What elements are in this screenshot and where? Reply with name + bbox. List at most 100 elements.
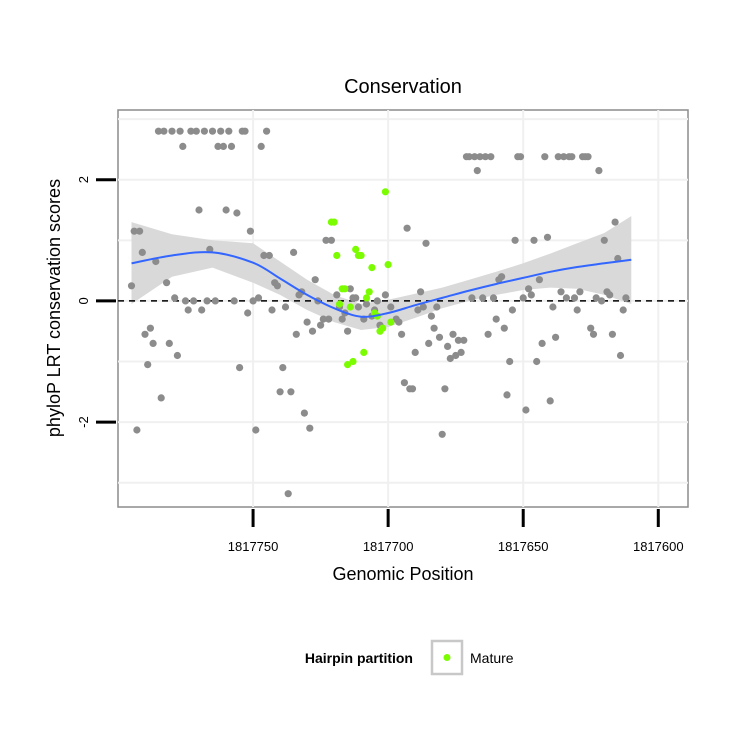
data-point-other	[171, 294, 179, 302]
data-point-mature	[384, 261, 392, 269]
data-point-other	[484, 330, 492, 338]
smooth-fit-line	[131, 251, 632, 318]
data-point-other	[144, 361, 152, 369]
y-tick-label: -2	[76, 416, 91, 428]
data-point-other	[373, 297, 381, 305]
data-point-other	[192, 127, 200, 135]
data-point-other	[352, 294, 360, 302]
x-tick-label: 1817600	[633, 539, 684, 554]
data-point-other	[473, 167, 481, 175]
data-point-other	[138, 248, 146, 256]
y-axis-label: phyloP LRT conservation scores	[44, 179, 64, 437]
data-point-other	[441, 385, 449, 393]
data-point-other	[346, 285, 354, 293]
data-point-other	[319, 315, 327, 323]
data-point-other	[160, 127, 168, 135]
data-point-other	[519, 294, 527, 302]
data-point-other	[471, 153, 479, 161]
data-point-other	[476, 153, 484, 161]
data-point-other	[562, 294, 571, 302]
data-point-mature	[330, 218, 338, 226]
data-point-other	[616, 351, 625, 360]
data-point-other	[500, 324, 508, 332]
data-point-other	[236, 364, 244, 372]
points-mature	[327, 188, 395, 369]
legend-entry-mature: Mature	[470, 650, 514, 666]
data-point-other	[589, 330, 598, 338]
data-point-other	[492, 315, 500, 323]
data-point-other	[573, 306, 581, 314]
data-point-mature	[360, 348, 368, 356]
data-point-other	[419, 303, 427, 311]
data-point-other	[403, 224, 411, 232]
data-point-other	[503, 391, 511, 399]
data-point-other	[511, 236, 519, 244]
data-point-other	[414, 306, 422, 314]
data-point-mature	[341, 285, 349, 293]
data-point-other	[227, 142, 236, 150]
data-point-other	[606, 291, 614, 299]
data-point-other	[225, 127, 233, 135]
data-point-other	[549, 303, 557, 311]
data-point-other	[425, 339, 433, 347]
y-tick-label: 0	[76, 297, 91, 304]
data-point-other	[527, 291, 535, 299]
smooth-confidence-band	[131, 216, 632, 330]
data-point-other	[452, 351, 460, 360]
legend: Hairpin partition Mature	[305, 639, 514, 676]
data-point-other	[217, 127, 225, 135]
data-point-other	[557, 288, 565, 296]
data-point-other	[249, 297, 257, 305]
data-point-other	[257, 142, 265, 150]
data-point-other	[400, 379, 408, 387]
data-point-other	[422, 239, 430, 247]
data-point-other	[381, 291, 389, 299]
data-point-other	[595, 167, 603, 175]
data-point-other	[195, 206, 203, 214]
data-point-other	[457, 348, 465, 356]
data-point-other	[252, 426, 260, 434]
data-point-other	[211, 297, 219, 305]
data-point-other	[198, 306, 206, 314]
data-point-mature	[365, 288, 373, 296]
data-point-other	[546, 397, 554, 405]
data-point-other	[179, 142, 187, 150]
data-point-other	[508, 306, 516, 314]
data-point-other	[146, 324, 154, 332]
data-point-other	[154, 127, 163, 135]
data-point-other	[446, 354, 454, 363]
x-tick-label: 1817700	[363, 539, 414, 554]
data-point-other	[219, 142, 227, 150]
data-point-other	[587, 324, 595, 332]
data-point-mature	[346, 303, 354, 311]
data-point-mature	[381, 188, 389, 196]
y-axis: 2 0 -2	[76, 176, 116, 428]
data-point-other	[130, 227, 138, 235]
data-point-other	[516, 153, 525, 161]
data-point-other	[454, 336, 462, 344]
data-point-other	[600, 236, 608, 244]
data-point-other	[133, 426, 141, 434]
data-point-other	[233, 209, 241, 217]
data-point-other	[622, 294, 630, 302]
data-point-other	[157, 394, 165, 402]
data-point-other	[230, 297, 238, 305]
data-point-other	[279, 364, 287, 372]
data-point-other	[163, 279, 171, 287]
data-point-other	[152, 257, 160, 266]
data-point-other	[430, 324, 438, 332]
data-point-other	[222, 206, 230, 214]
data-point-other	[584, 153, 592, 161]
data-point-other	[506, 357, 514, 366]
data-point-other	[522, 406, 530, 414]
data-point-mature	[335, 300, 344, 308]
data-point-other	[333, 291, 341, 299]
data-point-other	[530, 236, 538, 244]
data-point-other	[487, 153, 495, 161]
data-point-other	[533, 357, 541, 366]
data-point-other	[325, 315, 333, 323]
data-point-other	[619, 306, 627, 314]
data-point-other	[554, 153, 562, 161]
data-point-mature	[368, 264, 376, 272]
x-tick-label: 1817650	[498, 539, 549, 554]
